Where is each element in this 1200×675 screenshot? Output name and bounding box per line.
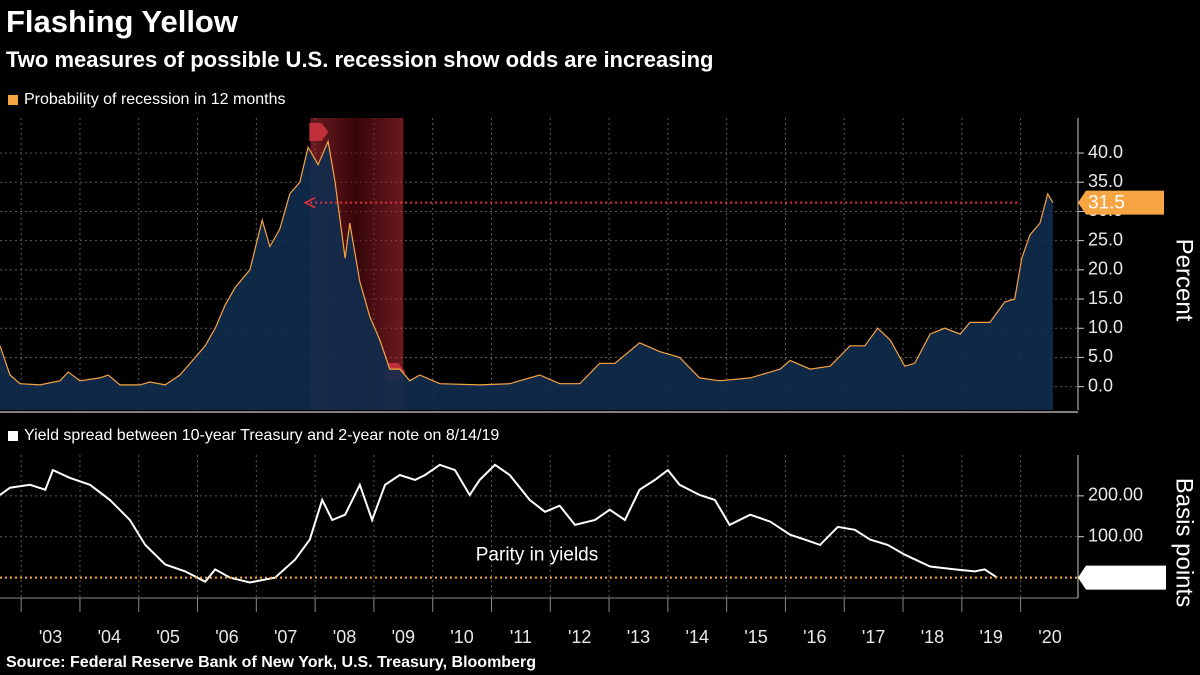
x-tick-label: '18 [921, 627, 944, 647]
x-tick-label: '04 [98, 627, 121, 647]
y-tick-label: 20.0 [1088, 259, 1123, 279]
x-tick-label: '11 [510, 627, 532, 647]
x-tick-label: '16 [803, 627, 826, 647]
x-tick-label: '14 [686, 627, 709, 647]
value-tag [1078, 565, 1166, 590]
value-tag-label: 31.5 [1088, 193, 1125, 214]
y-axis-title: Percent [1171, 239, 1198, 322]
value-tag [1078, 190, 1164, 215]
recession-icon [309, 123, 329, 141]
x-tick-label: '10 [450, 627, 473, 647]
y-tick-label: 35.0 [1088, 171, 1123, 191]
x-tick-label: '17 [862, 627, 885, 647]
legend-swatch [8, 95, 18, 105]
value-tag-label: -0.06 [1088, 568, 1131, 589]
legend-label: Probability of recession in 12 months [24, 91, 285, 108]
line [0, 139, 1054, 386]
y-tick-label: 25.0 [1088, 229, 1123, 249]
x-tick-label: '13 [627, 627, 650, 647]
y-tick-label: 15.0 [1088, 288, 1123, 308]
y-tick-label: 200.00 [1088, 485, 1143, 505]
x-tick-label: '15 [744, 627, 767, 647]
source: Source: Federal Reserve Bank of New York… [6, 654, 536, 671]
x-tick-label: '06 [215, 627, 238, 647]
y-tick-label: 0.0 [1088, 375, 1113, 395]
y-tick-label: 5.0 [1088, 346, 1113, 366]
x-tick-label: '12 [568, 627, 591, 647]
x-tick-label: '20 [1038, 627, 1061, 647]
x-tick-label: '05 [156, 627, 179, 647]
title: Flashing Yellow [6, 4, 239, 39]
y-tick-label: 40.0 [1088, 142, 1123, 162]
y-axis-title: Basis points [1171, 478, 1198, 607]
y-tick-label: 10.0 [1088, 317, 1123, 337]
subtitle: Two measures of possible U.S. recession … [6, 47, 713, 72]
area [0, 141, 1053, 410]
x-tick-label: '03 [39, 627, 62, 647]
legend-swatch [8, 431, 18, 441]
x-tick-label: '19 [979, 627, 1002, 647]
line [0, 463, 998, 584]
x-tick-label: '09 [392, 627, 415, 647]
x-tick-label: '07 [274, 627, 297, 647]
x-tick-label: '08 [333, 627, 356, 647]
reference-arrow [303, 197, 316, 209]
reference-label: Parity in yields [476, 545, 599, 566]
legend-label: Yield spread between 10-year Treasury an… [24, 427, 499, 444]
y-tick-label: 100.00 [1088, 525, 1143, 545]
